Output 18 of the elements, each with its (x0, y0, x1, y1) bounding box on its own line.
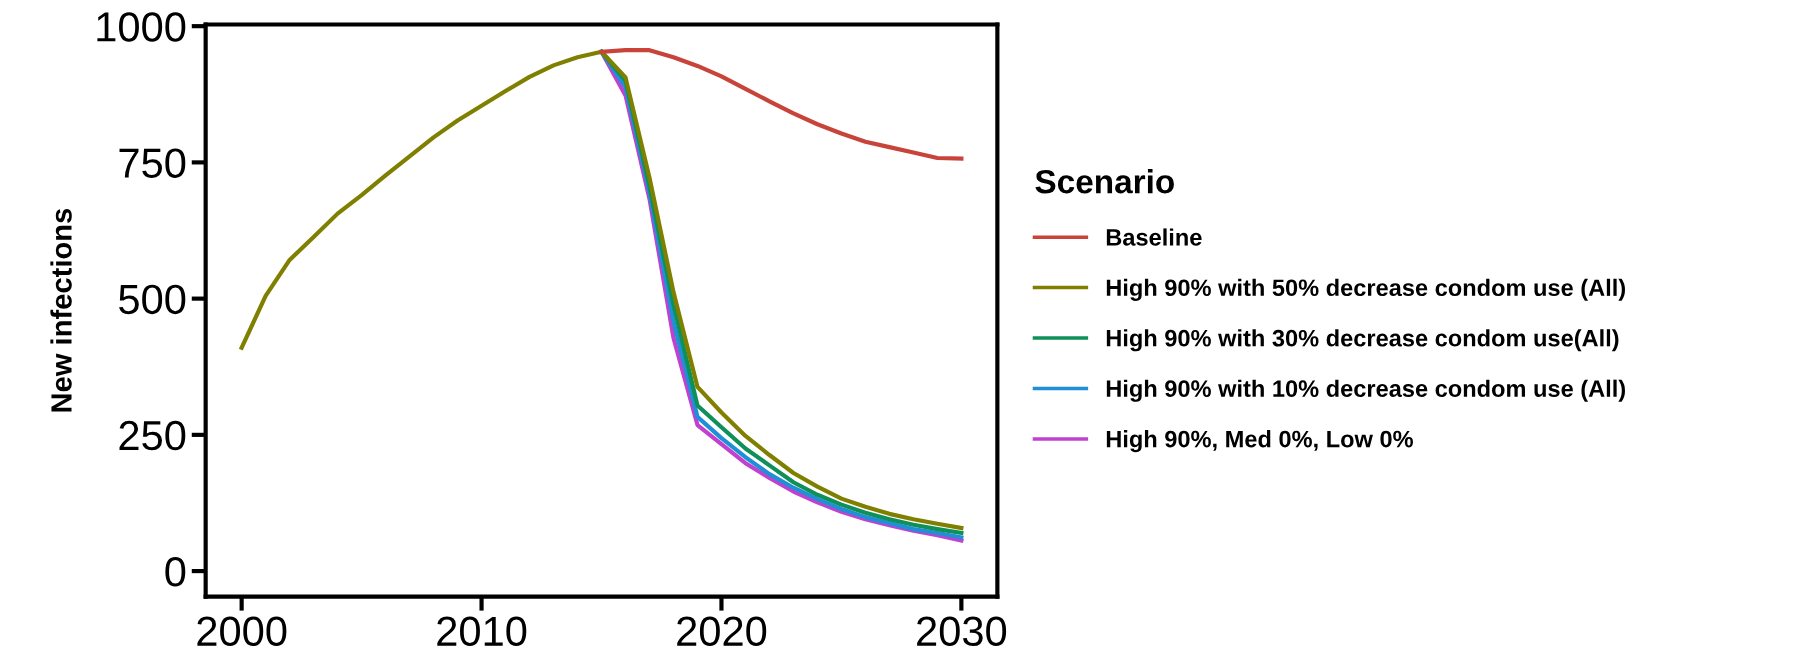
x-tick-label: 2010 (437, 616, 527, 647)
line-series (239, 49, 964, 531)
x-tick-label: 2020 (677, 616, 767, 647)
y-tick-label: 0 (165, 557, 186, 587)
legend-label: High 90%, Med 0%, Low 0% (1106, 430, 1413, 453)
legend-label: High 90% with 30% decrease condom use(All) (1106, 329, 1619, 352)
line-series (599, 48, 964, 161)
legend-title: Scenario (1035, 169, 1174, 194)
y-tick-label: 500 (119, 284, 186, 315)
y-tick-label: 750 (119, 148, 186, 178)
y-tick-label: 250 (119, 420, 186, 451)
x-tick-label: 2000 (197, 616, 287, 647)
y-axis-title: New infections (50, 208, 72, 412)
x-tick-label: 2030 (917, 616, 1007, 647)
y-tick-label: 1000 (97, 12, 186, 42)
legend-label: Baseline (1106, 228, 1202, 246)
legend-label: High 90% with 10% decrease condom use (All) (1106, 379, 1625, 402)
legend-label: High 90% with 50% decrease condom use (All) (1106, 278, 1625, 301)
